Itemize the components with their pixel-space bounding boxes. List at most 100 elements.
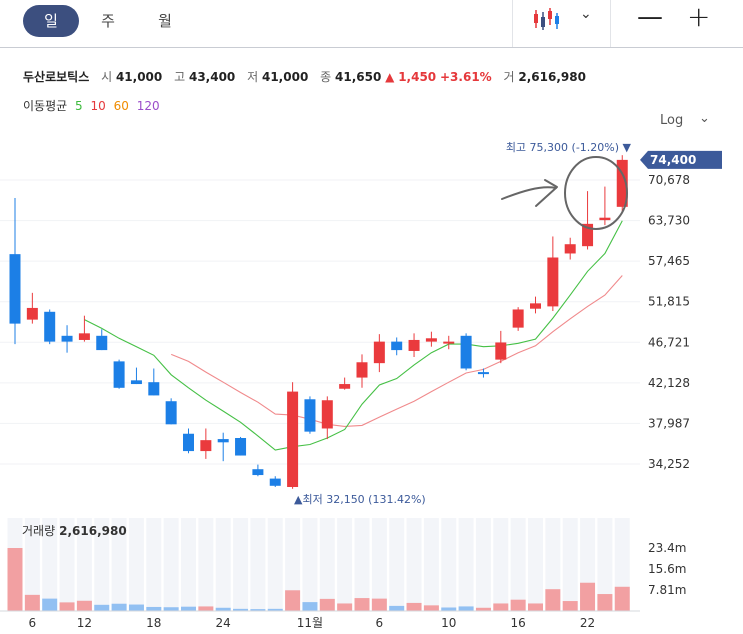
volume-bar [233,608,249,611]
x-tick-label: 12 [77,616,92,630]
volume-bar [198,606,214,611]
volume-column-bg [528,518,543,611]
candle-up [616,159,628,207]
x-tick-label: 6 [29,616,37,630]
scale-selector[interactable]: Log [660,113,684,128]
volume-column-bg [215,518,231,611]
volume-bar [146,606,162,611]
y-tick-label: 51,815 [648,295,690,309]
volume-bar [458,606,474,611]
candle-up [530,303,541,309]
volume-column-bg [354,518,370,611]
y-tick-label: 46,721 [648,335,690,349]
candle-down [96,335,108,351]
volume-column-bg [285,518,301,611]
volume-bar [111,603,127,611]
volume-tick-label: 23.4m [648,541,686,555]
candle-up [26,307,38,320]
chart-type-selector[interactable] [512,0,611,47]
volume-value: 2,616,980 [518,70,586,84]
volume-column-bg [441,518,457,611]
close-label: 종 [320,70,332,84]
chevron-down-icon[interactable]: ⌄ [580,6,592,22]
plus-icon[interactable]: + [687,0,711,33]
ma-120: 120 [136,99,160,113]
x-tick-label: 6 [376,616,384,630]
volume-column-bg [371,518,387,611]
candle-up [356,362,368,378]
volume-column-bg [111,518,127,611]
candle-down [9,254,21,324]
volume-bar [76,600,92,611]
volume-column-bg [389,518,405,611]
volume-column-bg [406,518,422,611]
volume-bar [423,605,439,611]
volume-column-bg [76,518,92,611]
chevron-down-icon[interactable]: ⌄ [699,111,710,126]
minus-icon[interactable]: — [637,2,663,32]
high-label: 고 [174,70,186,84]
hand-drawn-circle [564,156,628,230]
tab-weekly[interactable]: 주 [101,12,115,30]
candle-down [148,382,160,396]
y-tick-label: 34,252 [648,457,690,471]
tab-monthly[interactable]: 월 [158,12,172,30]
candle-up [339,384,351,389]
volume-panel-label: 거래량 2,616,980 [22,522,127,539]
hand-drawn-arrowhead [535,179,558,207]
volume-bar [389,605,405,611]
volume-tick-label: 15.6m [648,562,686,576]
candle-up [495,342,507,360]
change-percent: +3.61% [440,70,492,84]
volume-bar [545,589,561,611]
ma-label: 이동평균 [23,99,68,113]
high-value: 43,400 [188,70,236,84]
volume-bar [267,608,283,611]
volume-column-bg [198,518,214,611]
volume-bar [406,602,422,611]
volume-column-bg [250,518,266,611]
candle-down [44,311,56,342]
volume-bar [580,582,596,611]
candlestick-icon[interactable] [532,7,562,31]
top-toolbar: 일 주 월 ⌄ — + [0,0,743,48]
change-arrow: ▲ [385,70,395,84]
volume-column-bg [493,518,509,611]
low-label: 저 [247,70,259,84]
candle-up [599,217,611,221]
y-tick-label: 57,465 [648,254,690,268]
moving-average-legend[interactable]: 이동평균 5 10 60 120 [23,97,160,114]
candle-up [547,257,559,307]
volume-bar [250,609,266,611]
volume-bar [181,606,196,611]
candle-up [373,341,385,364]
tab-daily[interactable]: 일 [23,5,79,37]
volume-bar [7,548,23,611]
volume-bar [285,590,301,611]
volume-column-bg [42,518,58,611]
volume-column-bg [233,518,249,611]
low-annotation: ▲최저 32,150 (131.42%) [294,493,426,506]
volume-bar [441,607,457,611]
x-tick-label: 16 [511,616,526,630]
candle-down [235,438,247,456]
open-value: 41,000 [115,70,163,84]
candle-up [321,400,333,429]
volume-column-bg [146,518,162,611]
volume-bar [42,598,58,611]
y-tick-label: 42,128 [648,376,690,390]
volume-bar [215,607,231,611]
current-price-label: 74,400 [650,153,696,167]
volume-column-bg [24,518,40,611]
volume-column-bg [545,518,561,611]
candle-down [460,335,472,369]
x-tick-label: 10 [441,616,456,630]
volume-column-bg [562,518,578,611]
y-tick-label: 70,678 [648,173,690,187]
volume-bar [163,607,179,611]
ma-60: 60 [113,99,129,113]
open-label: 시 [101,70,113,84]
candle-up [408,339,420,351]
volume-column-bg [94,518,110,611]
